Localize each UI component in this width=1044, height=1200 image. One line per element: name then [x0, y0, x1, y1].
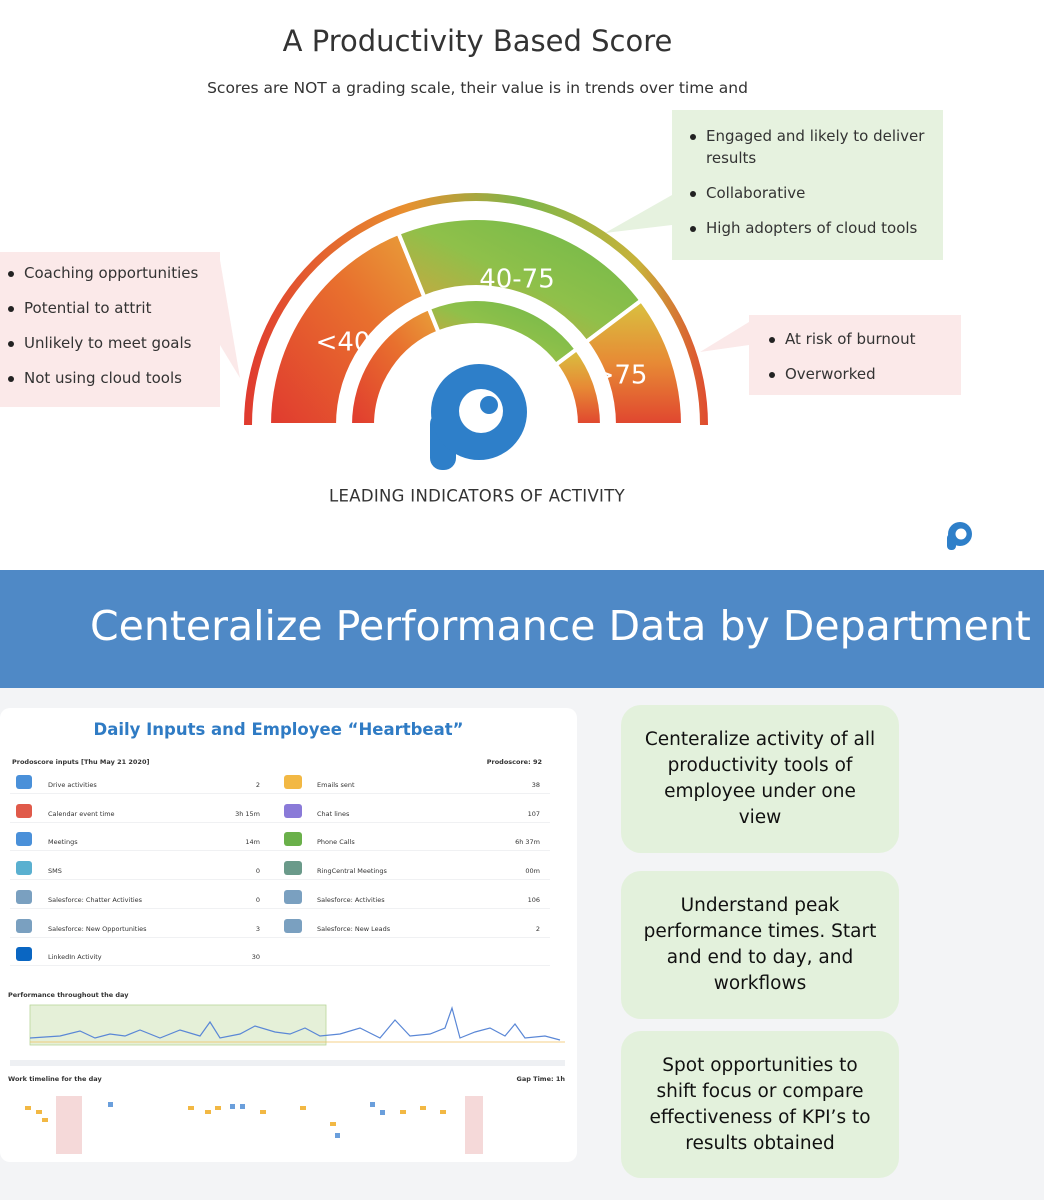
work-hours-band: [29, 1004, 327, 1046]
row-divider: [10, 850, 550, 852]
chart-title: Performance throughout the day: [8, 991, 129, 999]
row-icon: [16, 803, 32, 818]
row-icon: [16, 832, 32, 847]
bullet-item: Engaged and likely to deliver results: [688, 125, 927, 169]
callout-top-right: Engaged and likely to deliver results Col…: [672, 110, 943, 260]
bullet-item: Overworked: [767, 363, 943, 385]
callout-pointer: [220, 260, 240, 378]
dashboard-header: Prodoscore inputs [Thu May 21 2020]: [12, 758, 150, 766]
subtitle: Scores are NOT a grading scale, their va…: [207, 79, 748, 97]
bullet-list: Coaching opportunities Potential to attri…: [6, 262, 214, 389]
bullet-item: High adopters of cloud tools: [688, 217, 927, 239]
row-label: Phone Calls: [317, 838, 355, 847]
row-divider: [10, 936, 550, 938]
row-value: 0: [255, 895, 260, 904]
row-icon: [16, 775, 32, 789]
row-divider: [10, 965, 550, 967]
gap-block: [465, 1096, 483, 1154]
row-value: 3: [255, 924, 260, 933]
dashboard: Daily Inputs and Employee “Heartbeat” Pr…: [0, 708, 577, 1162]
row-value: 0: [255, 867, 260, 876]
callout-pointer: [605, 195, 672, 233]
row-icon: [16, 889, 32, 904]
row-label: Salesforce: Chatter Activities: [48, 895, 143, 904]
info-card: Spot opportunities to shift focus or com…: [621, 1031, 899, 1178]
callout-right: At risk of burnout Overworked: [749, 315, 961, 395]
row-label: Salesforce: Activities: [317, 895, 385, 904]
logo: [430, 364, 527, 470]
row-divider: [10, 879, 550, 881]
row-label: Calendar event time: [48, 809, 115, 818]
row-icon: [284, 918, 302, 933]
row-icon: [284, 889, 302, 904]
segment-label: <40: [316, 328, 371, 358]
row-value: 00m: [525, 867, 540, 876]
row-value: 3h 15m: [235, 809, 260, 818]
row-icon: [284, 775, 302, 789]
segment-label: >75: [593, 361, 648, 391]
row-icon: [16, 918, 32, 933]
title: A Productivity Based Score: [282, 24, 673, 58]
inner-segment: [553, 346, 605, 427]
info-card: Centeralize activity of all productivity…: [621, 705, 899, 853]
scrollbar: [10, 1060, 565, 1066]
row-value: 6h 37m: [515, 838, 540, 847]
row-label: Drive activities: [48, 781, 97, 789]
segment-label: 40-75: [479, 265, 555, 295]
row-icon: [16, 947, 32, 962]
activity-line: [29, 1005, 561, 1041]
bullet-item: Unlikely to meet goals: [6, 332, 214, 354]
row-label: Salesforce: New Leads: [317, 924, 391, 933]
row-icon: [284, 832, 302, 847]
banner: Centeralize Performance Data by Departme…: [0, 570, 1044, 688]
row-value: 38: [531, 781, 540, 789]
gap-time: Gap Time: 1h: [516, 1075, 566, 1083]
bullet-item: At risk of burnout: [767, 328, 943, 350]
row-value: 2: [535, 924, 540, 933]
row-icon: [284, 803, 302, 818]
row-label: RingCentral Meetings: [317, 867, 387, 876]
gap-block: [56, 1096, 82, 1154]
bullet-item: Not using cloud tools: [6, 367, 214, 389]
callout-left: Coaching opportunities Potential to attri…: [0, 252, 220, 407]
dashboard-title: Daily Inputs and Employee “Heartbeat”: [93, 720, 464, 739]
gauge-caption: LEADING INDICATORS OF ACTIVITY: [329, 487, 626, 506]
row-icon: [284, 861, 302, 876]
bullet-list: Engaged and likely to deliver results Col…: [688, 125, 927, 239]
timeline-title: Work timeline for the day: [8, 1075, 102, 1083]
bullet-item: Coaching opportunities: [6, 262, 214, 284]
gauge-segment: [583, 297, 686, 427]
row-divider: [10, 907, 550, 909]
info-card: Understand peak performance times. Start…: [621, 871, 899, 1019]
row-label: SMS: [48, 867, 62, 876]
bullet-item: Collaborative: [688, 182, 927, 204]
row-label: Emails sent: [317, 781, 355, 789]
callout-pointer: [700, 322, 749, 352]
bullet-list: At risk of burnout Overworked: [767, 328, 943, 385]
row-label: Chat lines: [317, 809, 350, 818]
row-value: 14m: [245, 838, 260, 847]
timeline-blocks: [108, 1102, 385, 1138]
timeline-blocks: [25, 1106, 446, 1126]
row-icon: [16, 861, 32, 876]
row-value: 30: [251, 953, 260, 962]
bullet-item: Potential to attrit: [6, 297, 214, 319]
dashboard-score: Prodoscore: 92: [486, 758, 542, 766]
row-label: Salesforce: New Opportunities: [48, 924, 147, 933]
row-value: 106: [527, 895, 540, 904]
row-value: 2: [255, 781, 260, 789]
row-divider: [10, 793, 550, 794]
row-label: Meetings: [48, 838, 78, 847]
banner-title: Centeralize Performance Data by Departme…: [90, 602, 1031, 650]
gauge: <40 40-75 >75 LEADING INDICATORS OF ACTIVI…: [220, 193, 972, 550]
row-divider: [10, 821, 550, 823]
row-label: LinkedIn Activity: [48, 953, 102, 962]
dashboard-graphics: [10, 1004, 565, 1154]
row-value: 107: [527, 809, 540, 818]
small-logo: [947, 522, 972, 550]
